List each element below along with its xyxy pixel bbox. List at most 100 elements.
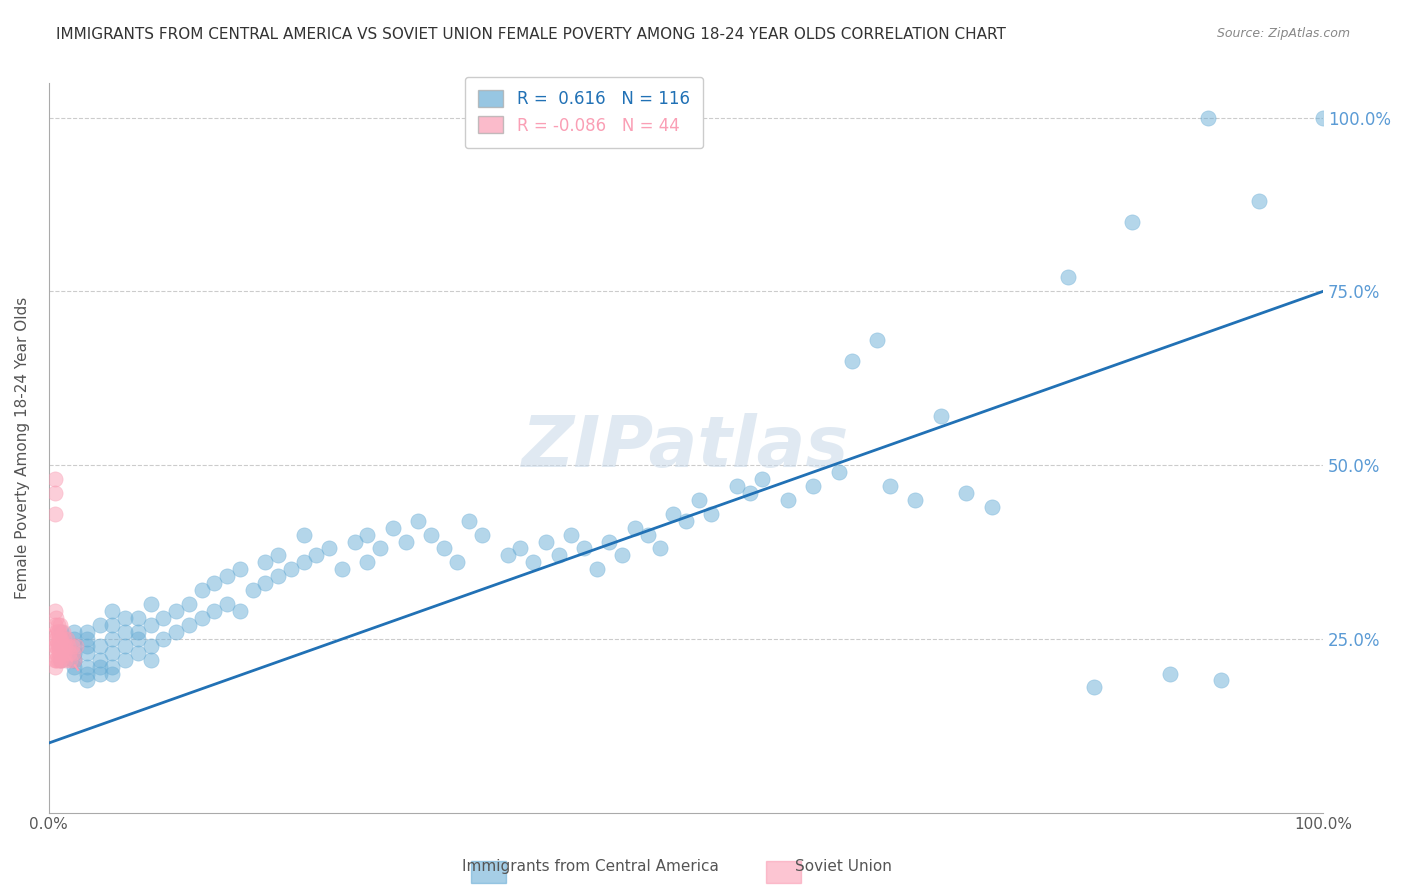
Point bbox=[76, 673, 98, 688]
Point bbox=[267, 569, 290, 583]
Point bbox=[420, 527, 443, 541]
Point bbox=[980, 500, 1002, 514]
Point bbox=[356, 555, 378, 569]
Point bbox=[318, 541, 340, 556]
Point bbox=[44, 618, 66, 632]
Point bbox=[955, 486, 977, 500]
Point bbox=[650, 541, 672, 556]
Point bbox=[841, 354, 863, 368]
Point bbox=[101, 646, 124, 660]
Point bbox=[204, 576, 226, 591]
Point bbox=[624, 520, 647, 534]
Point bbox=[53, 632, 76, 646]
Point bbox=[49, 653, 72, 667]
Point bbox=[53, 639, 76, 653]
Point bbox=[76, 659, 98, 673]
Point bbox=[1211, 673, 1233, 688]
Point bbox=[828, 465, 851, 479]
Point bbox=[114, 653, 136, 667]
Point bbox=[46, 618, 69, 632]
Point bbox=[51, 653, 73, 667]
Point bbox=[534, 534, 557, 549]
Point bbox=[242, 583, 264, 598]
Point bbox=[51, 632, 73, 646]
Point bbox=[48, 646, 70, 660]
Point bbox=[751, 472, 773, 486]
Point bbox=[46, 653, 69, 667]
Point bbox=[675, 514, 697, 528]
Text: IMMIGRANTS FROM CENTRAL AMERICA VS SOVIET UNION FEMALE POVERTY AMONG 18-24 YEAR : IMMIGRANTS FROM CENTRAL AMERICA VS SOVIE… bbox=[56, 27, 1007, 42]
Point bbox=[101, 604, 124, 618]
Point bbox=[204, 604, 226, 618]
Point bbox=[522, 555, 544, 569]
Point bbox=[381, 520, 404, 534]
Point bbox=[51, 639, 73, 653]
Point bbox=[89, 659, 111, 673]
Legend: R =  0.616   N = 116, R = -0.086   N = 44: R = 0.616 N = 116, R = -0.086 N = 44 bbox=[465, 77, 703, 148]
Point bbox=[152, 611, 174, 625]
Point bbox=[63, 646, 86, 660]
Point bbox=[62, 646, 84, 660]
Point bbox=[76, 632, 98, 646]
Point bbox=[879, 479, 901, 493]
Point bbox=[139, 639, 162, 653]
Point bbox=[45, 639, 67, 653]
Point bbox=[1249, 194, 1271, 208]
Point bbox=[585, 562, 607, 576]
Point bbox=[56, 639, 79, 653]
Point bbox=[662, 507, 685, 521]
Point bbox=[101, 618, 124, 632]
Point bbox=[101, 632, 124, 646]
Point bbox=[63, 653, 86, 667]
Point bbox=[267, 549, 290, 563]
Point bbox=[59, 653, 82, 667]
Point bbox=[101, 659, 124, 673]
Point bbox=[190, 611, 212, 625]
Point bbox=[139, 653, 162, 667]
Point bbox=[48, 624, 70, 639]
Point bbox=[217, 597, 239, 611]
Point bbox=[89, 666, 111, 681]
Point bbox=[292, 527, 315, 541]
Point bbox=[471, 527, 494, 541]
Point bbox=[343, 534, 366, 549]
Point bbox=[165, 604, 187, 618]
Y-axis label: Female Poverty Among 18-24 Year Olds: Female Poverty Among 18-24 Year Olds bbox=[15, 296, 30, 599]
Point bbox=[63, 653, 86, 667]
Point bbox=[1312, 111, 1334, 125]
Point bbox=[637, 527, 659, 541]
Point bbox=[1057, 270, 1080, 285]
Point bbox=[127, 632, 149, 646]
Point bbox=[866, 333, 889, 347]
Point bbox=[44, 659, 66, 673]
Point bbox=[76, 666, 98, 681]
Point bbox=[63, 666, 86, 681]
Point bbox=[44, 486, 66, 500]
Point bbox=[48, 632, 70, 646]
Point bbox=[44, 639, 66, 653]
Point bbox=[458, 514, 481, 528]
Point bbox=[330, 562, 353, 576]
Point bbox=[51, 653, 73, 667]
Point bbox=[368, 541, 391, 556]
Point bbox=[51, 624, 73, 639]
Point bbox=[46, 624, 69, 639]
Point bbox=[53, 646, 76, 660]
Point bbox=[598, 534, 620, 549]
Point bbox=[44, 653, 66, 667]
Point bbox=[496, 549, 519, 563]
Point bbox=[929, 409, 952, 424]
Point bbox=[1197, 111, 1219, 125]
Point bbox=[292, 555, 315, 569]
Point bbox=[229, 604, 252, 618]
Point bbox=[65, 639, 87, 653]
Point bbox=[49, 632, 72, 646]
Point bbox=[139, 597, 162, 611]
Point bbox=[1083, 681, 1105, 695]
Point bbox=[408, 514, 430, 528]
Point bbox=[45, 646, 67, 660]
Point bbox=[44, 507, 66, 521]
Point bbox=[63, 624, 86, 639]
Point bbox=[356, 527, 378, 541]
Point bbox=[44, 472, 66, 486]
